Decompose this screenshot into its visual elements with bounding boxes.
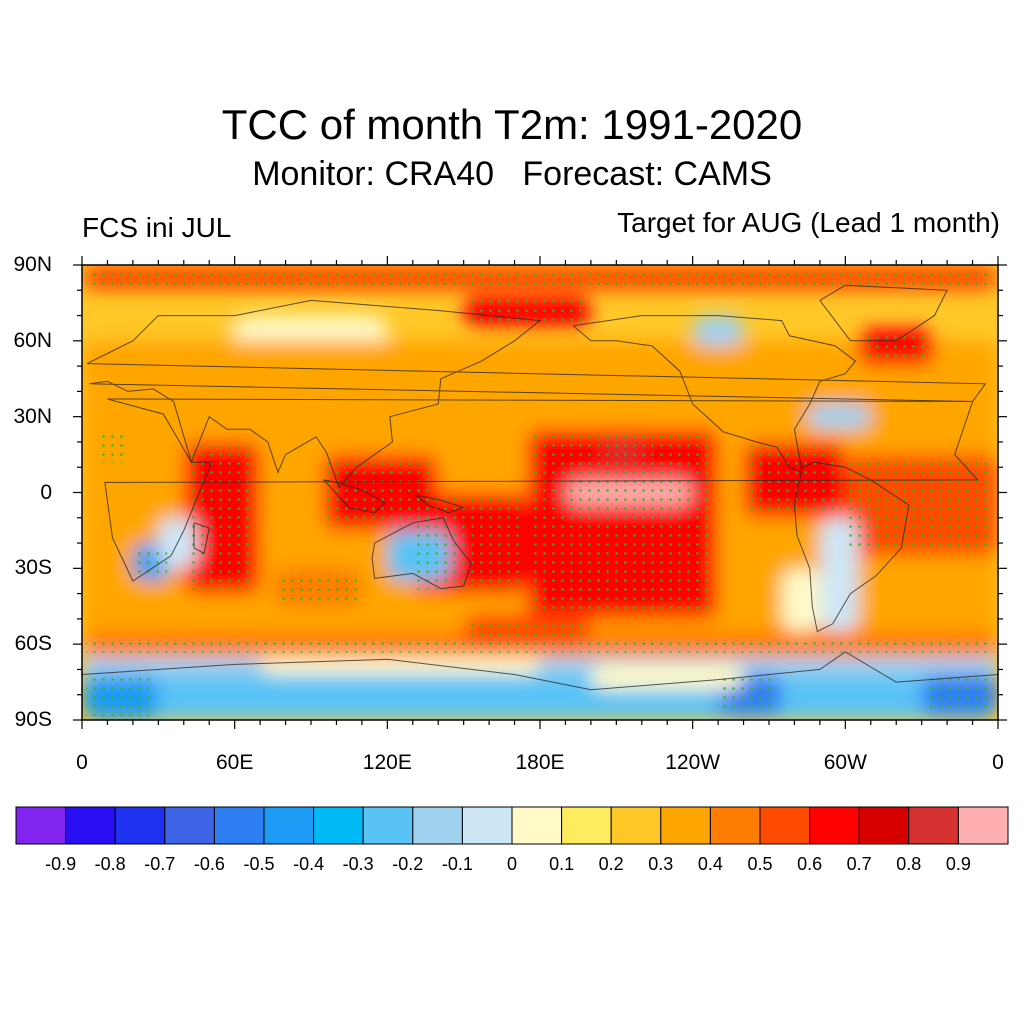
- colorbar-swatch: [908, 806, 959, 845]
- significance-dots: [467, 617, 587, 641]
- colorbar-label: 0.6: [797, 854, 823, 874]
- colorbar-label: -0.2: [392, 854, 424, 874]
- x-tick-label: 0: [76, 751, 88, 774]
- y-tick-label: 60N: [13, 328, 52, 352]
- x-tick-label: 60W: [823, 751, 867, 774]
- colorbar-label: 0.9: [945, 854, 971, 874]
- y-tick-label: 30N: [13, 404, 52, 428]
- significance-dots: [86, 678, 155, 716]
- colorbar-label: -0.4: [293, 854, 325, 874]
- colorbar-label: -0.5: [243, 854, 275, 874]
- colorbar-swatch: [759, 806, 811, 845]
- field-patch: [781, 568, 820, 632]
- heatmap-field: [82, 265, 998, 720]
- init-label: FCS ini JUL: [82, 212, 232, 243]
- significance-dots: [531, 433, 715, 615]
- colorbar-swatch: [610, 806, 662, 845]
- colorbar-swatch: [561, 806, 612, 845]
- significance-dots: [136, 547, 168, 577]
- colorbar-swatch: [114, 806, 166, 845]
- coastline: [414, 494, 466, 514]
- colorbar-swatch: [65, 806, 116, 845]
- x-tick-label: 0: [992, 751, 1004, 774]
- colorbar-swatch: [164, 806, 215, 845]
- colorbar-label: 0.8: [896, 854, 922, 874]
- colorbar-swatch: [511, 806, 563, 845]
- field-patch: [590, 664, 744, 690]
- significance-dots: [849, 458, 994, 552]
- colorbar-swatch: [263, 806, 315, 845]
- field-patch: [819, 517, 859, 632]
- y-tick-label: 90S: [14, 708, 52, 731]
- chart-title: TCC of month T2m: 1991-2020: [221, 101, 803, 148]
- chart-subtitle: Monitor: CRA40 Forecast: CAMS: [252, 155, 772, 193]
- colorbar-label: -0.6: [193, 854, 225, 874]
- y-tick-label: 0: [40, 480, 52, 504]
- colorbar-label: 0.2: [598, 854, 624, 874]
- coastline: [572, 315, 857, 474]
- colorbar: [15, 806, 1009, 845]
- colorbar-label: -0.7: [144, 854, 176, 874]
- significance-dots: [925, 678, 994, 711]
- colorbar-label: 0: [506, 854, 518, 874]
- colorbar-label: 0.3: [648, 854, 674, 874]
- coastline: [819, 284, 948, 342]
- colorbar-label: -0.3: [342, 854, 374, 874]
- colorbar-label: 0.5: [747, 854, 773, 874]
- significance-dots: [276, 572, 358, 603]
- significance-dots: [416, 496, 524, 590]
- colorbar-swatch: [709, 806, 761, 845]
- colorbar-label: 0.7: [846, 854, 872, 874]
- y-tick-label: 90N: [13, 253, 52, 276]
- coastline: [793, 461, 910, 633]
- colorbar-label: 0.4: [697, 854, 723, 874]
- colorbar-label: 0.1: [549, 854, 575, 874]
- x-tick-label: 120W: [665, 751, 721, 774]
- coastline: [323, 479, 386, 514]
- colorbar-swatch: [213, 806, 265, 845]
- significance-dots: [327, 458, 435, 527]
- colorbar-swatch: [957, 806, 1009, 845]
- colorbar-label: -0.9: [45, 854, 77, 874]
- coastline: [82, 651, 998, 691]
- significance-dots: [467, 299, 587, 325]
- field-patch: [807, 404, 871, 430]
- x-tick-label: 120E: [362, 751, 412, 774]
- colorbar-swatch: [362, 806, 414, 845]
- target-label: Target for AUG (Lead 1 month): [617, 207, 1000, 238]
- x-tick-label: 180E: [515, 751, 565, 774]
- significance-dots: [722, 678, 778, 711]
- y-tick-label: 30S: [14, 556, 52, 580]
- field-patch: [692, 315, 744, 346]
- coastline: [104, 398, 979, 582]
- colorbar-swatch: [313, 806, 364, 845]
- coastline: [193, 522, 210, 554]
- colorbar-label: -0.1: [441, 854, 473, 874]
- colorbar-swatch: [809, 806, 860, 845]
- colorbar-swatch: [858, 806, 910, 845]
- colorbar-swatch: [461, 806, 513, 845]
- y-tick-label: 60S: [14, 632, 52, 656]
- significance-dots: [86, 269, 994, 287]
- coastlines: [82, 284, 998, 691]
- colorbar-swatch: [412, 806, 463, 845]
- field-patch: [82, 674, 998, 720]
- significance-dots: [86, 635, 994, 653]
- colorbar-label: -0.8: [94, 854, 126, 874]
- colorbar-swatch: [660, 806, 711, 845]
- significance-dots: [187, 445, 257, 590]
- significance-dots: [862, 332, 931, 363]
- significance-dots: [98, 433, 129, 464]
- x-tick-label: 60E: [215, 751, 254, 774]
- colorbar-swatch: [15, 806, 67, 845]
- coastline: [86, 299, 987, 489]
- coastline: [371, 517, 472, 590]
